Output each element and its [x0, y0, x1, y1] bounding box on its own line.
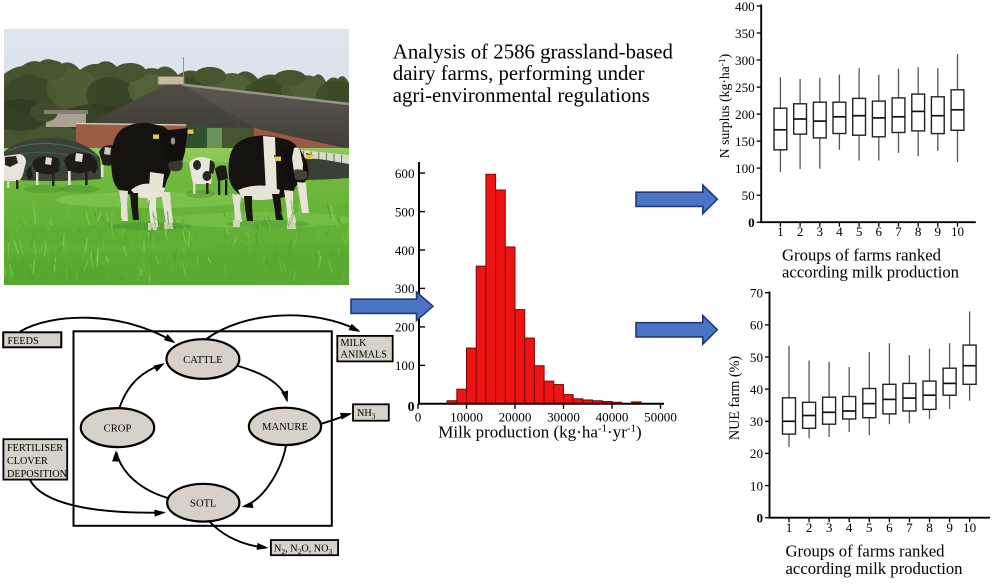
svg-text:NH3: NH3 — [357, 408, 376, 421]
svg-text:30: 30 — [750, 414, 764, 429]
svg-text:50: 50 — [750, 350, 764, 365]
svg-text:300: 300 — [735, 53, 755, 68]
svg-text:MANURE: MANURE — [262, 422, 308, 433]
svg-text:10: 10 — [750, 478, 764, 493]
svg-text:40: 40 — [750, 382, 764, 397]
svg-text:400: 400 — [735, 0, 755, 14]
svg-text:NUE farm (%): NUE farm (%) — [727, 356, 743, 441]
svg-text:60: 60 — [750, 318, 764, 333]
svg-text:0: 0 — [756, 511, 763, 526]
svg-text:1: 1 — [786, 520, 793, 535]
svg-text:N2, N2O, NO3: N2, N2O, NO3 — [274, 544, 332, 557]
svg-text:10000: 10000 — [450, 410, 483, 425]
svg-text:500: 500 — [395, 204, 415, 219]
svg-text:0: 0 — [748, 215, 755, 230]
svg-text:dairy farms, performing under: dairy farms, performing under — [393, 62, 645, 85]
svg-text:8: 8 — [915, 224, 922, 239]
svg-text:8: 8 — [926, 520, 933, 535]
svg-text:300: 300 — [395, 281, 415, 296]
svg-text:according milk production: according milk production — [782, 263, 960, 282]
svg-text:5: 5 — [856, 224, 863, 239]
svg-text:7: 7 — [906, 520, 913, 535]
svg-text:4: 4 — [836, 224, 843, 239]
svg-text:FEEDS: FEEDS — [8, 336, 39, 347]
svg-text:SOTL: SOTL — [190, 499, 216, 510]
svg-text:agri-environmental regulations: agri-environmental regulations — [393, 84, 650, 107]
svg-text:Analysis of 2586 grassland-bas: Analysis of 2586 grassland-based — [393, 41, 674, 64]
svg-text:9: 9 — [946, 520, 953, 535]
svg-text:250: 250 — [735, 80, 755, 95]
svg-text:9: 9 — [935, 224, 942, 239]
svg-text:100: 100 — [735, 161, 755, 176]
svg-text:3: 3 — [817, 224, 824, 239]
svg-text:70: 70 — [750, 286, 764, 301]
svg-text:50000: 50000 — [644, 410, 677, 425]
svg-text:10: 10 — [951, 224, 965, 239]
svg-text:400: 400 — [395, 243, 415, 258]
svg-text:0: 0 — [415, 410, 422, 425]
svg-text:10: 10 — [963, 520, 977, 535]
svg-text:30000: 30000 — [547, 410, 580, 425]
svg-text:according milk production: according milk production — [786, 559, 964, 578]
svg-text:350: 350 — [735, 26, 755, 41]
svg-text:CROP: CROP — [104, 423, 132, 434]
svg-text:20: 20 — [750, 446, 764, 461]
svg-text:7: 7 — [895, 224, 902, 239]
svg-text:0: 0 — [408, 399, 415, 414]
svg-text:Groups of farms ranked: Groups of farms ranked — [786, 542, 946, 561]
svg-text:1: 1 — [777, 224, 784, 239]
svg-text:N surplus (kg·ha-1): N surplus (kg·ha-1) — [717, 54, 733, 158]
svg-text:100: 100 — [395, 358, 415, 373]
svg-text:5: 5 — [866, 520, 873, 535]
svg-text:FERTILISER: FERTILISER — [7, 443, 63, 454]
svg-text:20000: 20000 — [499, 410, 532, 425]
svg-text:2: 2 — [806, 520, 813, 535]
svg-text:6: 6 — [876, 224, 883, 239]
svg-text:4: 4 — [846, 520, 853, 535]
svg-text:Groups of farms ranked: Groups of farms ranked — [782, 245, 942, 264]
svg-text:200: 200 — [735, 107, 755, 122]
svg-text:ANIMALS: ANIMALS — [341, 349, 388, 360]
svg-text:3: 3 — [826, 520, 833, 535]
svg-text:CATTLE: CATTLE — [183, 355, 222, 366]
svg-text:CLOVER: CLOVER — [7, 456, 48, 467]
svg-text:DEPOSITION: DEPOSITION — [7, 469, 68, 480]
svg-text:50: 50 — [742, 188, 756, 203]
svg-text:600: 600 — [395, 166, 415, 181]
svg-text:6: 6 — [886, 520, 893, 535]
svg-text:40000: 40000 — [596, 410, 629, 425]
svg-text:MILK: MILK — [341, 338, 368, 349]
svg-text:2: 2 — [797, 224, 804, 239]
svg-text:150: 150 — [735, 134, 755, 149]
svg-text:200: 200 — [395, 320, 415, 335]
svg-text:Milk production (kg·ha-1·yr-1): Milk production (kg·ha-1·yr-1) — [438, 423, 641, 442]
